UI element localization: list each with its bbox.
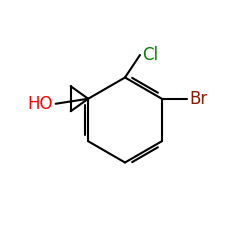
Text: Cl: Cl: [142, 46, 159, 64]
Text: Br: Br: [189, 90, 208, 108]
Text: HO: HO: [28, 95, 53, 113]
